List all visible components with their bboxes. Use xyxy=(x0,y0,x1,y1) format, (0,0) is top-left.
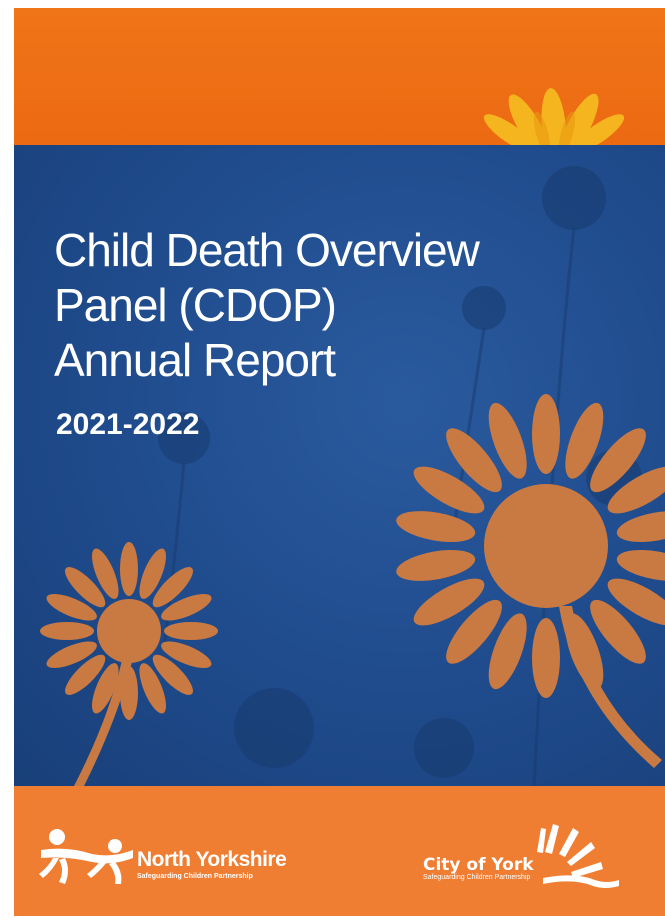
top-orange-band xyxy=(14,8,665,145)
children-figures-icon xyxy=(39,829,133,884)
yellow-flower-icon xyxy=(483,88,625,145)
report-years: 2021-2022 xyxy=(56,408,200,441)
title-line-3: Annual Report xyxy=(54,334,336,386)
bottom-orange-band xyxy=(14,786,665,916)
report-cover: Child Death Overview Panel (CDOP) Annual… xyxy=(14,8,665,916)
north-yorkshire-subtitle: Safeguarding Children Partnership xyxy=(137,873,253,880)
city-of-york-logo: City of York Safeguarding Children Partn… xyxy=(420,822,640,892)
title-line-1: Child Death Overview xyxy=(54,224,480,276)
north-yorkshire-logo: North Yorkshire Safeguarding Children Pa… xyxy=(37,828,317,890)
title-line-2: Panel (CDOP) xyxy=(54,279,337,331)
north-yorkshire-name: North Yorkshire xyxy=(137,848,287,871)
background-flowers-decoration xyxy=(40,166,665,786)
city-of-york-subtitle: Safeguarding Children Partnership xyxy=(423,874,531,881)
blue-main-panel: Child Death Overview Panel (CDOP) Annual… xyxy=(14,145,665,786)
report-title: Child Death Overview Panel (CDOP) Annual… xyxy=(54,223,480,388)
sun-rays-icon xyxy=(537,824,619,888)
city-of-york-name: City of York xyxy=(423,855,534,875)
